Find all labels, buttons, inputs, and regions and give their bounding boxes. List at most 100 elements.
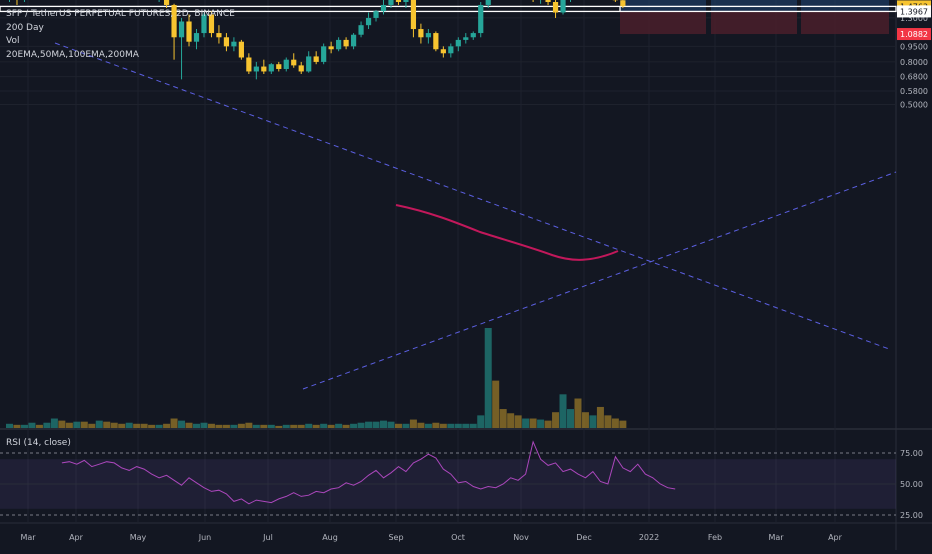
x-tick-label-13: Apr xyxy=(828,533,843,542)
volume-bar xyxy=(253,425,260,428)
y-tick-label-8: 0.6800 xyxy=(900,73,928,82)
volume-bar xyxy=(171,419,178,428)
candle-body xyxy=(471,33,476,37)
volume-bar xyxy=(28,423,35,428)
candle-body xyxy=(344,40,349,46)
volume-bar xyxy=(462,424,469,428)
candle-body xyxy=(254,67,259,72)
volume-bar xyxy=(597,407,604,428)
candle-body xyxy=(358,25,363,35)
candle-body xyxy=(463,37,468,40)
target-zone-1 xyxy=(620,0,706,11)
volume-bar xyxy=(432,423,439,428)
candle-body xyxy=(448,46,453,53)
candle-body xyxy=(418,29,423,37)
volume-bar xyxy=(567,409,574,428)
volume-bar xyxy=(612,419,619,428)
candle-body xyxy=(433,33,438,49)
volume-bar xyxy=(58,421,65,428)
volume-bar xyxy=(447,424,454,428)
candle-body xyxy=(553,2,558,13)
candle-body xyxy=(560,0,565,13)
x-tick-label-10: 2022 xyxy=(639,533,659,542)
volume-bar xyxy=(290,425,297,428)
volume-bar xyxy=(589,415,596,428)
volume-bar xyxy=(275,426,282,428)
volume-bar xyxy=(455,424,462,428)
volume-bar xyxy=(395,424,402,428)
x-tick-label-0: Mar xyxy=(20,533,36,542)
volume-bar xyxy=(402,424,409,428)
volume-bar xyxy=(365,422,372,428)
volume-bar xyxy=(619,421,626,428)
indicator-volume: Vol xyxy=(6,35,235,49)
volume-bar xyxy=(13,425,20,428)
x-tick-label-3: Jun xyxy=(198,533,212,542)
volume-bar xyxy=(51,419,58,428)
volume-bar xyxy=(43,423,50,428)
target-zone-2 xyxy=(711,0,797,11)
volume-bar xyxy=(66,423,73,428)
stop-zone-3 xyxy=(801,11,889,34)
volume-bar xyxy=(417,423,424,428)
volume-bar xyxy=(133,424,140,428)
candle-body xyxy=(441,49,446,53)
volume-bar xyxy=(208,424,215,428)
candle-body xyxy=(276,64,281,69)
candle-body xyxy=(246,57,251,71)
volume-bar xyxy=(387,422,394,428)
candle-body xyxy=(261,67,266,72)
candle-body xyxy=(329,46,334,49)
volume-bar xyxy=(200,423,207,428)
candle-body xyxy=(478,5,483,33)
volume-bar xyxy=(552,412,559,428)
volume-bar xyxy=(186,423,193,428)
volume-bar xyxy=(163,424,170,428)
volume-bar xyxy=(500,409,507,428)
candle-body xyxy=(486,0,491,5)
price-tag-5: 1.0882 xyxy=(900,30,928,39)
candle-body xyxy=(396,0,401,2)
volume-bar xyxy=(260,425,267,428)
candle-body xyxy=(373,11,378,18)
volume-bar xyxy=(313,425,320,428)
volume-bar xyxy=(88,424,95,428)
stop-zone-1 xyxy=(620,11,706,34)
volume-bar xyxy=(103,422,110,428)
volume-bar xyxy=(380,421,387,428)
volume-bar xyxy=(545,421,552,428)
volume-bar xyxy=(425,424,432,428)
volume-bar xyxy=(328,425,335,428)
candle-body xyxy=(351,35,356,47)
volume-bar xyxy=(223,425,230,428)
volume-bar xyxy=(245,423,252,428)
volume-bar xyxy=(537,420,544,428)
volume-bar xyxy=(522,419,529,428)
volume-bar xyxy=(178,421,185,428)
candle-body xyxy=(314,56,319,61)
x-tick-label-11: Feb xyxy=(708,533,722,542)
candle-body xyxy=(366,18,371,25)
volume-bar xyxy=(230,425,237,428)
volume-bar xyxy=(477,415,484,428)
rsi-legend: RSI (14, close) xyxy=(6,438,71,448)
candle-body xyxy=(239,42,244,58)
y-tick-label-6: 0.9500 xyxy=(900,42,928,51)
x-tick-label-4: Jul xyxy=(262,533,273,542)
x-tick-label-9: Dec xyxy=(576,533,591,542)
candle-body xyxy=(381,5,386,11)
volume-bar xyxy=(320,424,327,428)
candle-body xyxy=(291,60,296,66)
candle-body xyxy=(403,0,408,2)
candle-body xyxy=(426,33,431,37)
volume-bar xyxy=(335,424,342,428)
y-tick-label-7: 0.8000 xyxy=(900,58,928,67)
volume-bar xyxy=(530,419,537,428)
x-tick-label-5: Aug xyxy=(322,533,338,542)
volume-bar xyxy=(283,425,290,428)
volume-bar xyxy=(73,422,80,428)
candle-body xyxy=(336,40,341,49)
rsi-tick-label-2: 25.00 xyxy=(900,511,923,520)
